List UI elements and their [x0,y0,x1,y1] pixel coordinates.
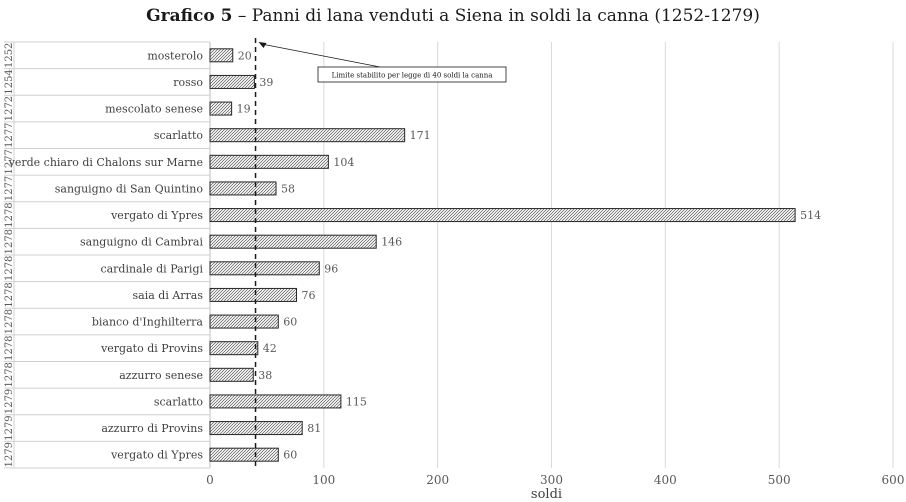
data-label: 104 [333,156,354,169]
data-label: 171 [410,129,431,142]
data-label: 39 [259,76,273,89]
category-label: vergato di Ypres [110,449,203,462]
data-label: 60 [283,449,297,462]
bar [209,208,796,223]
year-label: 1272 [4,96,15,121]
bar [209,74,255,89]
data-label: 115 [346,395,367,408]
year-label: 1278 [4,256,15,281]
chart-title-bold: Grafico 5 [146,6,233,26]
bars [209,48,796,462]
x-tick-label: 600 [882,473,905,487]
bar [209,154,329,169]
category-label: sanguigno di Cambrai [80,236,203,249]
bar [209,261,320,276]
year-label: 1278 [4,229,15,254]
bar [209,128,406,143]
chart-title-rest: – Panni di lana venduti a Siena in soldi… [232,6,760,26]
x-axis-title: soldi [531,487,562,502]
category-label: sanguigno di San Quintino [55,182,204,195]
bar [209,314,279,329]
annotation-leader [261,43,381,68]
bar [209,234,377,249]
year-label: 1278 [4,309,15,334]
bar [209,341,259,356]
chart-title: Grafico 5 – Panni di lana venduti a Sien… [0,6,906,26]
category-label: mosterolo [147,49,203,62]
category-label: saia di Arras [133,289,204,302]
category-label: vergato di Ypres [110,209,203,222]
x-tick-label: 500 [768,473,791,487]
category-label: cardinale di Parigi [100,262,203,275]
year-label: 1277 [4,122,15,147]
bar [209,181,277,196]
data-label: 514 [800,209,821,222]
x-tick-label: 100 [312,473,335,487]
bar [209,101,233,116]
year-label: 1278 [4,362,15,387]
year-label: 1279 [4,442,15,467]
x-tick-label: 0 [206,473,214,487]
year-label: 1279 [4,415,15,440]
bar [209,48,234,63]
year-label: 1278 [4,335,15,360]
data-label: 146 [381,236,402,249]
bar [209,287,298,302]
bar [209,394,342,409]
reference-line-group: Limite stabilito per legge di 40 soldi l… [254,38,507,468]
x-tick-label: 200 [426,473,449,487]
data-label: 96 [324,262,338,275]
bar [209,447,279,462]
category-label: mescolato senese [105,103,203,116]
year-label: 1252 [4,43,15,68]
year-label: 1279 [4,389,15,414]
year-label: 1277 [4,149,15,174]
data-label: 76 [302,289,316,302]
x-tick-label: 300 [540,473,563,487]
data-label: 58 [281,182,295,195]
year-label: 1278 [4,282,15,307]
x-tick-label: 400 [654,473,677,487]
year-label: 1254 [4,69,15,94]
bar [209,367,254,382]
data-label: 60 [283,316,297,329]
annotation-box [317,66,507,83]
category-label: scarlatto [154,129,204,142]
year-label: 1278 [4,202,15,227]
category-label: bianco d'Inghilterra [92,316,204,329]
annotation-text: Limite stabilito per legge di 40 soldi l… [332,72,493,80]
labels: 0 100 200 300 400 500 600 20 mosterolo 1252 39 ross… [4,43,904,502]
data-label: 38 [258,369,272,382]
category-label: scarlatto [154,395,204,408]
data-label: 42 [263,342,277,355]
category-label: azzurro di Provins [101,422,203,435]
category-label: vergato di Provins [100,342,203,355]
year-label: 1277 [4,176,15,201]
data-label: 81 [307,422,321,435]
data-label: 20 [238,49,252,62]
category-label: azzurro senese [119,369,203,382]
data-label: 19 [237,103,251,116]
category-label: verde chiaro di Chalons sur Marne [8,156,203,169]
category-label: rosso [173,76,203,89]
annotation-arrowhead [258,42,267,48]
